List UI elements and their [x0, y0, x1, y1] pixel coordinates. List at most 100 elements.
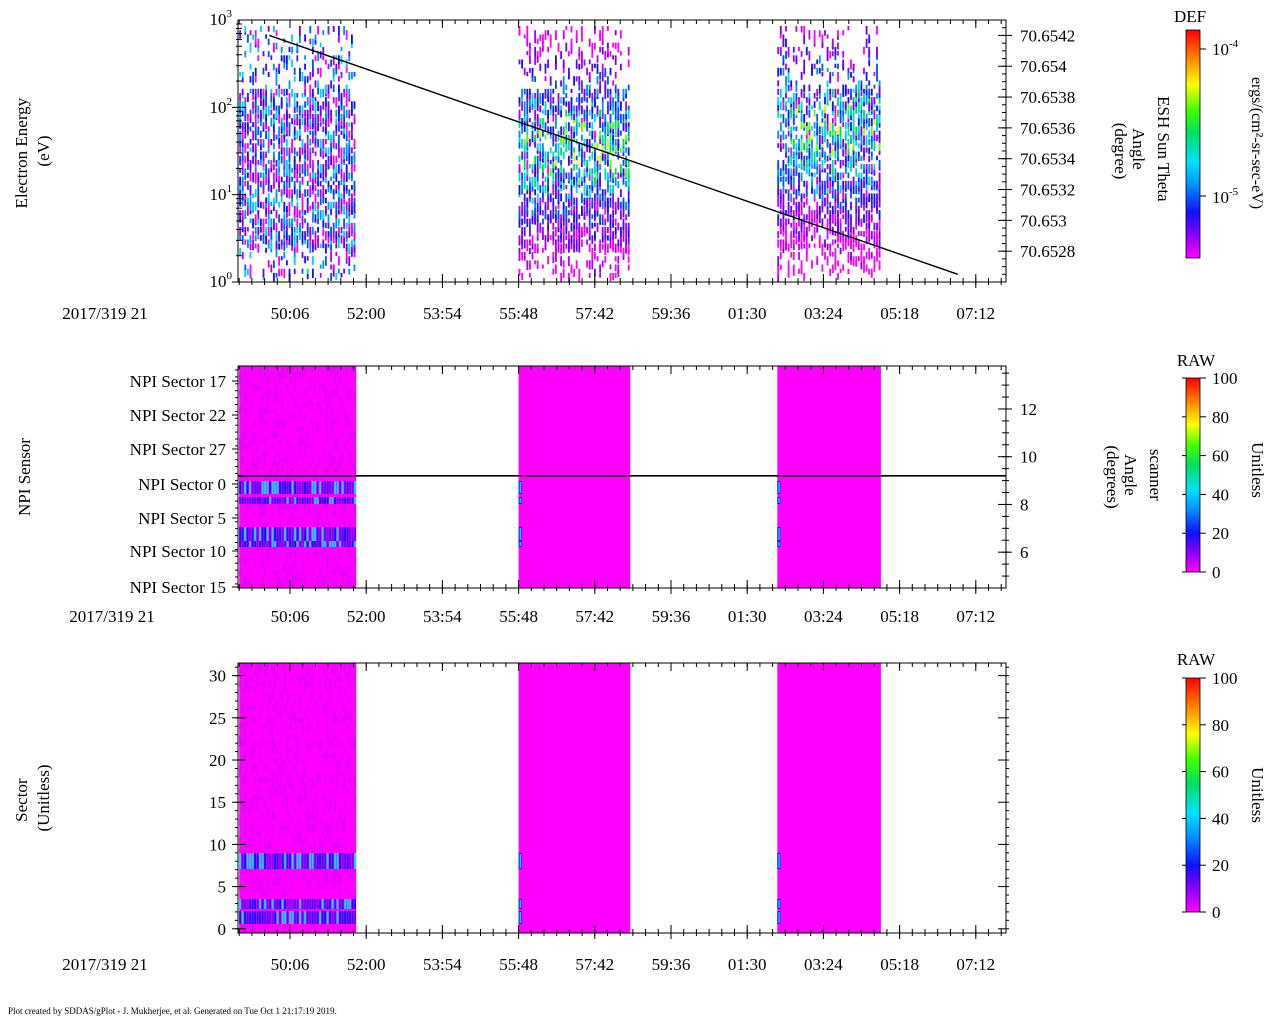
energy-pixel: [526, 260, 529, 271]
energy-pixel: [583, 168, 586, 177]
energy-pixel: [254, 235, 257, 242]
energy-pixel: [604, 168, 607, 178]
energy-pixel: [526, 51, 529, 56]
energy-pixel: [586, 226, 588, 234]
raw-pixel: [241, 741, 244, 747]
energy-pixel: [265, 201, 267, 208]
energy-pixel: [534, 205, 536, 215]
energy-pixel: [591, 151, 594, 160]
raw-pixel: [259, 522, 261, 528]
energy-pixel: [588, 168, 591, 176]
raw-pixel: [306, 432, 309, 438]
energy-pixel: [800, 172, 803, 182]
energy-pixel: [531, 197, 534, 204]
energy-pixel: [260, 109, 262, 120]
energy-pixel: [288, 235, 291, 246]
energy-pixel: [296, 164, 299, 169]
sun-theta-tick-label: 70.6536: [1020, 119, 1075, 138]
energy-pixel: [787, 97, 790, 104]
raw-pixel: [279, 456, 281, 462]
energy-pixel: [860, 84, 863, 90]
energy-pixel: [850, 134, 852, 141]
energy-pixel: [625, 222, 627, 233]
energy-pixel: [821, 264, 824, 272]
energy-pixel: [547, 109, 549, 119]
energy-pixel: [319, 147, 322, 153]
npi-sector-label: NPI Sector 27: [130, 440, 227, 459]
energy-pixel: [594, 210, 596, 218]
energy-pixel: [878, 210, 881, 220]
energy-pixel: [839, 201, 842, 209]
raw-band-pixel: [304, 527, 306, 541]
energy-pixel: [790, 231, 793, 240]
energy-pixel: [552, 109, 555, 116]
raw-pixel: [351, 414, 354, 420]
energy-pixel: [275, 231, 278, 241]
energy-pixel: [581, 122, 583, 132]
energy-pixel: [322, 88, 325, 97]
energy-pixel: [262, 97, 265, 107]
energy-pixel: [808, 97, 811, 106]
energy-pixel: [792, 93, 795, 98]
raw-band-pixel: [261, 527, 264, 541]
energy-pixel: [296, 93, 299, 98]
energy-pixel: [790, 126, 793, 134]
energy-pixel: [335, 55, 338, 60]
energy-pixel: [319, 180, 322, 187]
energy-pixel: [534, 30, 536, 40]
energy-pixel: [607, 214, 609, 222]
energy-pixel: [291, 139, 293, 147]
energy-pixel: [309, 105, 312, 113]
energy-pixel: [568, 235, 570, 245]
energy-pixel: [578, 143, 581, 152]
energy-pixel: [239, 176, 241, 186]
raw-band-pixel: [354, 497, 356, 504]
energy-pixel: [860, 231, 863, 236]
energy-pixel: [306, 239, 309, 249]
energy-pixel: [594, 180, 596, 188]
energy-pixel: [560, 231, 562, 239]
energy-pixel: [343, 105, 345, 116]
energy-pixel: [241, 88, 244, 96]
raw-pixel: [316, 402, 319, 408]
energy-pixel: [351, 185, 353, 190]
raw-band-pixel: [284, 481, 286, 494]
raw-pixel: [334, 510, 336, 516]
energy-pixel: [816, 164, 819, 170]
energy-pixel: [792, 46, 795, 53]
time-tick-label: 01:30: [728, 607, 767, 626]
energy-pixel: [787, 147, 790, 153]
raw-band-pixel: [344, 481, 346, 494]
energy-pixel: [314, 172, 317, 178]
raw-pixel: [341, 510, 344, 516]
energy-pixel: [870, 201, 873, 209]
energy-pixel: [534, 46, 536, 57]
energy-pixel: [596, 76, 599, 85]
energy-pixel: [818, 55, 821, 64]
energy-pixel: [785, 143, 787, 153]
energy-pixel: [779, 46, 782, 53]
energy-pixel: [283, 59, 286, 69]
raw-band-pixel: [271, 527, 274, 541]
energy-pixel: [790, 80, 793, 87]
raw-pixel: [339, 462, 341, 468]
energy-pixel: [343, 231, 345, 238]
raw-pixel: [239, 681, 241, 687]
energy-pixel: [813, 172, 816, 178]
energy-pixel: [552, 222, 555, 230]
energy-pixel: [792, 210, 795, 215]
raw-pixel: [321, 384, 324, 390]
energy-pixel: [609, 185, 612, 193]
energy-pixel: [607, 139, 609, 148]
energy-pixel: [581, 59, 583, 69]
energy-pixel: [327, 26, 330, 32]
energy-pixel: [798, 185, 800, 192]
energy-pixel: [531, 218, 534, 225]
energy-pixel: [620, 101, 622, 111]
energy-pixel: [526, 243, 529, 252]
energy-pixel: [782, 38, 785, 48]
energy-pixel: [868, 59, 871, 67]
energy-pixel: [795, 164, 798, 173]
energy-pixel: [299, 164, 301, 173]
raw-band-pixel: [284, 497, 286, 504]
